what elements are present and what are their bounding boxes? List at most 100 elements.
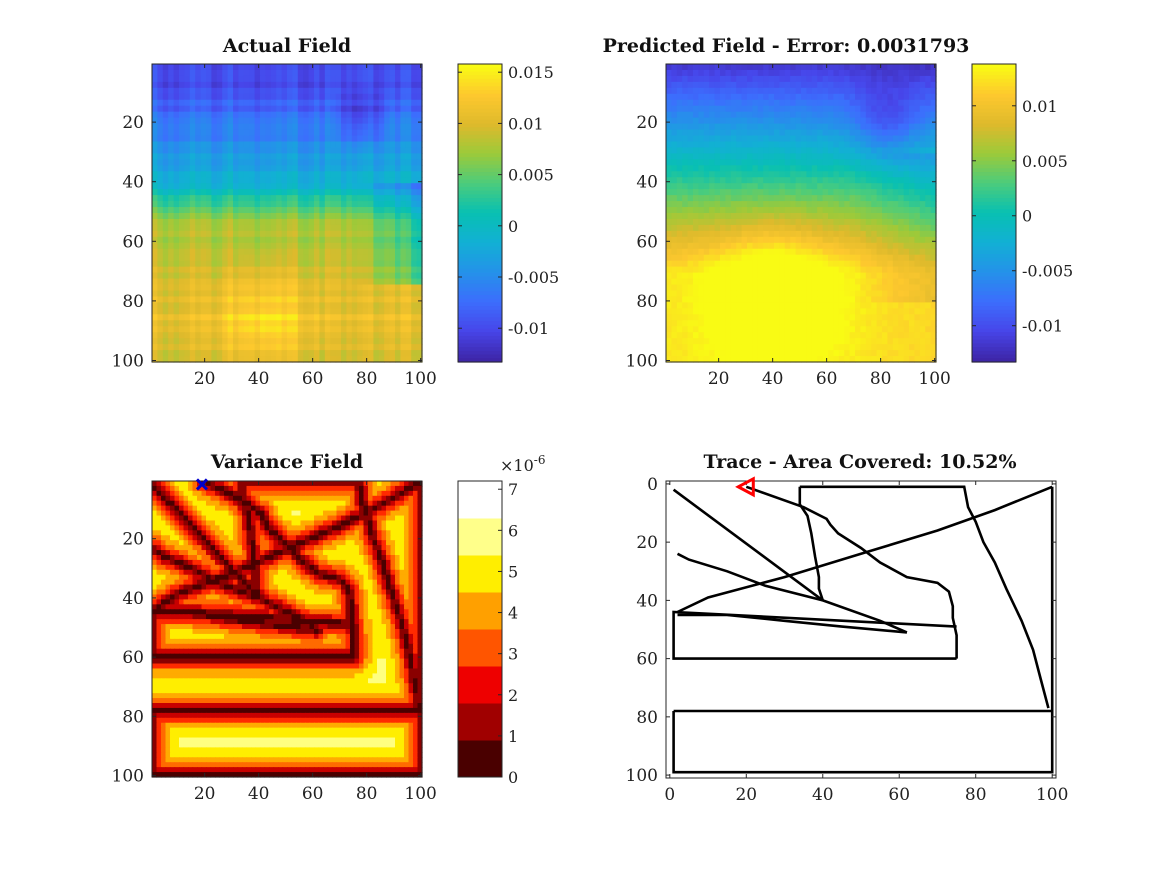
actual-field-cell: [200, 81, 207, 89]
actual-field-cell: [173, 69, 180, 77]
predicted-field-cell: [871, 201, 878, 208]
predicted-field-cell: [698, 224, 705, 232]
actual-field-cell: [168, 93, 175, 101]
actual-field-cell: [238, 123, 245, 131]
predicted-field-cell: [671, 135, 678, 143]
actual-field-cell: [373, 195, 380, 202]
actual-field-cell: [189, 117, 196, 125]
predicted-field-cell: [763, 171, 770, 178]
predicted-field-cell: [671, 111, 678, 119]
actual-field-cell: [173, 272, 180, 280]
actual-field-cell: [216, 213, 223, 220]
actual-field-cell: [319, 350, 326, 357]
actual-field-cell: [346, 177, 353, 184]
predicted-field-cell: [720, 159, 726, 166]
actual-field-cell: [157, 201, 164, 208]
actual-field-cell: [157, 278, 164, 286]
predicted-field-cell: [833, 260, 840, 268]
actual-field-cell: [303, 326, 310, 333]
actual-field-cell: [184, 356, 191, 363]
predicted-field-cell: [801, 69, 807, 77]
actual-field-cell: [254, 272, 261, 280]
actual-field-cell: [411, 171, 418, 178]
predicted-field-cell: [892, 266, 899, 274]
predicted-field-cell: [930, 278, 937, 286]
predicted-field-cell: [860, 147, 867, 154]
predicted-field-cell: [676, 177, 683, 184]
predicted-field-cell: [752, 183, 759, 190]
actual-field-cell: [324, 213, 331, 220]
colorbar-segment: [458, 142, 502, 147]
actual-field-cell: [411, 260, 418, 268]
actual-field-cell: [341, 141, 347, 149]
actual-field-cell: [324, 153, 331, 160]
predicted-field-cell: [811, 224, 818, 232]
predicted-field-cell: [795, 141, 802, 149]
predicted-field-cell: [855, 147, 861, 154]
actual-field-cell: [233, 111, 239, 119]
actual-field-cell: [378, 201, 385, 208]
actual-field-cell: [351, 153, 358, 160]
predicted-field-cell: [898, 242, 905, 250]
predicted-field-cell: [784, 99, 791, 107]
predicted-field-cell: [752, 129, 759, 137]
predicted-field-cell: [747, 290, 753, 298]
actual-field-cell: [324, 195, 331, 202]
predicted-field-cell: [860, 254, 867, 262]
actual-field-cell: [416, 326, 423, 333]
actual-field-cell: [373, 314, 380, 321]
predicted-field-cell: [844, 117, 851, 125]
actual-field-cell: [211, 296, 218, 303]
actual-field-cell: [265, 302, 272, 309]
predicted-field-cell: [914, 290, 921, 298]
predicted-field-cell: [757, 69, 764, 77]
predicted-field-cell: [806, 218, 813, 226]
predicted-field-cell: [757, 266, 764, 274]
predicted-field-cell: [844, 260, 851, 268]
predicted-field-cell: [914, 248, 921, 256]
actual-field-cell: [373, 350, 380, 357]
predicted-field-cell: [855, 308, 861, 315]
predicted-field-cell: [855, 296, 861, 303]
actual-field-cell: [319, 165, 326, 172]
actual-field-cell: [173, 236, 180, 244]
actual-field-cell: [206, 69, 212, 77]
predicted-field-cell: [822, 183, 829, 190]
predicted-field-cell: [828, 153, 834, 160]
actual-field-cell: [314, 141, 320, 149]
predicted-field-cell: [892, 69, 899, 77]
actual-field-cell: [368, 75, 374, 83]
actual-field-cell: [292, 356, 299, 363]
actual-field-cell: [335, 147, 342, 154]
actual-field-cell: [341, 195, 347, 202]
actual-field-cell: [260, 153, 266, 160]
predicted-field-cell: [855, 135, 861, 143]
predicted-field-cell: [687, 272, 694, 280]
predicted-field-cell: [914, 99, 921, 107]
predicted-field-cell: [768, 129, 775, 137]
predicted-field-cell: [811, 332, 818, 339]
x-tick-label: 80: [356, 369, 378, 389]
actual-field-cell: [368, 213, 374, 220]
predicted-field-cell: [903, 165, 910, 172]
actual-field-cell: [157, 105, 164, 113]
predicted-field-cell: [736, 284, 743, 292]
predicted-field-cell: [811, 290, 818, 298]
actual-field-cell: [395, 165, 401, 172]
predicted-field-cell: [703, 165, 710, 172]
actual-field-cell: [168, 290, 175, 298]
actual-field-cell: [162, 332, 169, 339]
actual-field-cell: [184, 171, 191, 178]
actual-field-cell: [405, 338, 412, 345]
predicted-field-cell: [806, 141, 813, 149]
predicted-field-cell: [865, 272, 872, 280]
predicted-field-cell: [795, 99, 802, 107]
actual-field-cell: [405, 284, 412, 292]
actual-field-cell: [346, 278, 353, 286]
actual-field-cell: [179, 69, 185, 77]
predicted-field-cell: [876, 105, 883, 113]
actual-field-cell: [287, 230, 293, 238]
actual-field-cell: [179, 171, 185, 178]
actual-field-cell: [341, 218, 347, 226]
